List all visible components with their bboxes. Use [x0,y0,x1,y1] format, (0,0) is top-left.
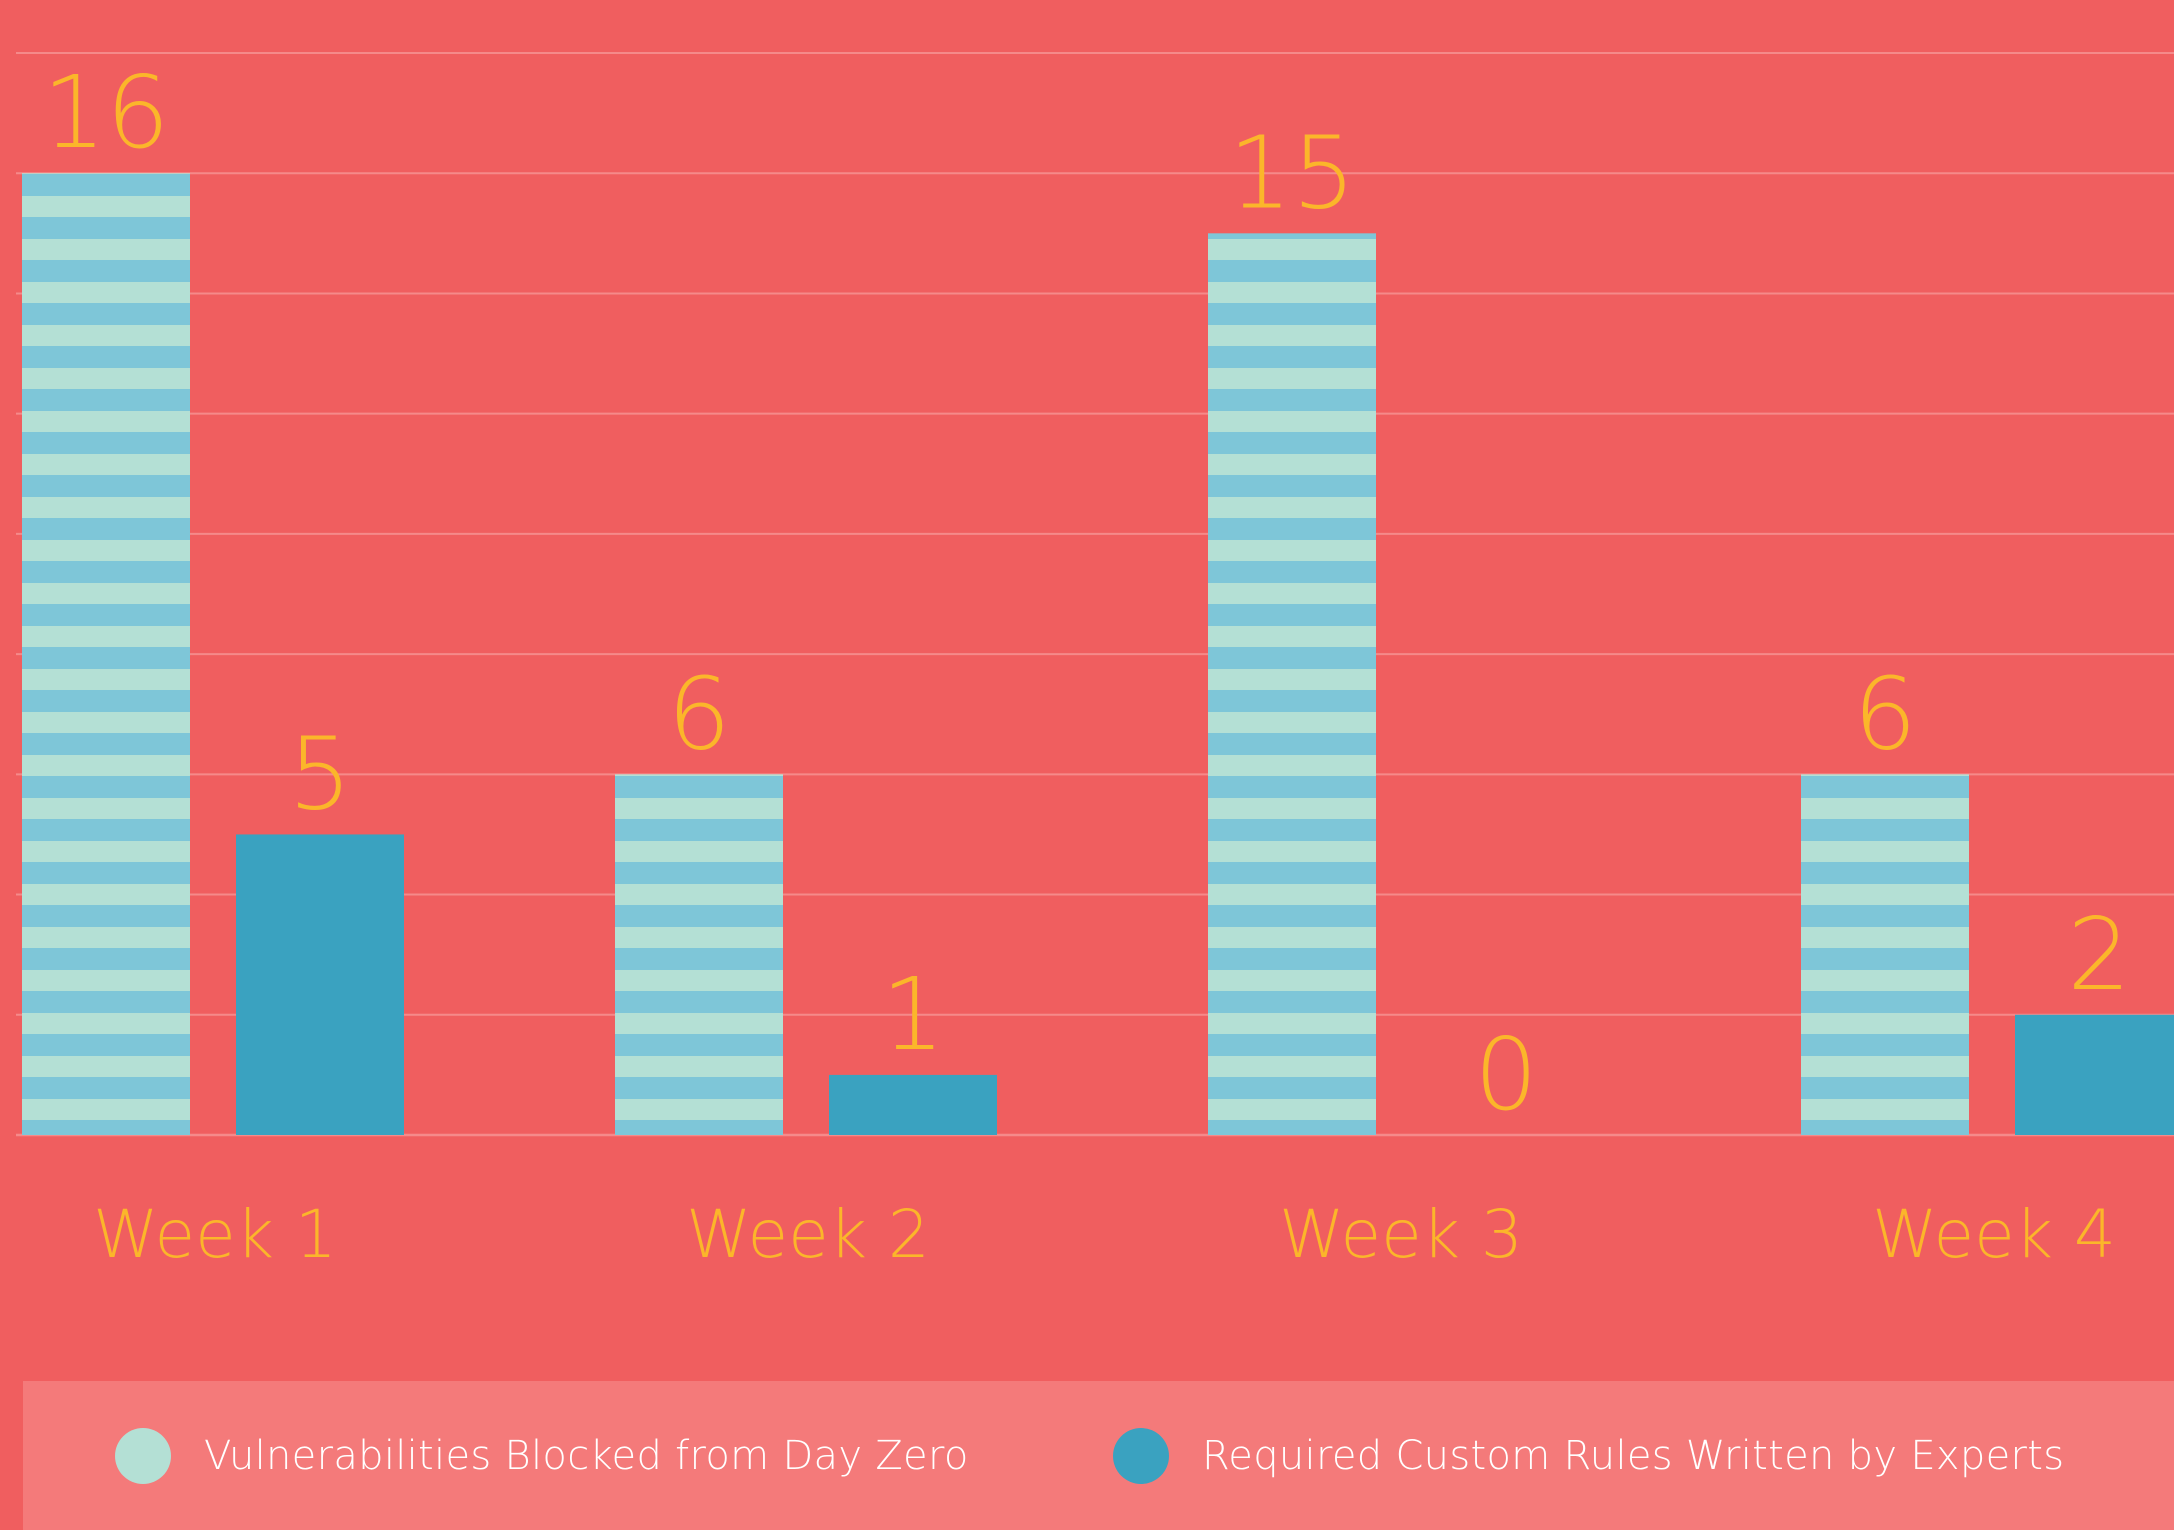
bar-series-1-3 [1208,233,1376,1136]
legend-label-series-1: Vulnerabilities Blocked from Day Zero [204,1432,969,1479]
data-label-series-2-3: 0 [1474,1016,1538,1133]
x-axis-labels: Week 1 Week 2 Week 3 Week 4 [93,1196,2116,1273]
data-label-series-1-4: 6 [1853,655,1917,772]
legend-label-series-2: Required Custom Rules Written by Experts [1202,1432,2065,1479]
bar-series-1-2 [615,774,783,1135]
x-tick-label-1: Week 1 [93,1196,337,1273]
data-label-series-1-2: 6 [667,655,731,772]
legend-item-series-2: Required Custom Rules Written by Experts [1113,1381,2064,1530]
legend: Vulnerabilities Blocked from Day Zero Re… [23,1381,2174,1530]
light-teal-circle-icon [115,1427,171,1484]
x-tick-label-3: Week 3 [1279,1196,1523,1273]
data-label-series-2-4: 2 [2067,896,2131,1013]
x-tick-label-2: Week 2 [686,1196,930,1273]
bar-series-2-1 [236,834,404,1135]
data-label-series-1-3: 15 [1228,114,1355,231]
bar-series-1-4 [1801,774,1969,1135]
data-label-series-2-1: 5 [288,715,352,832]
legend-item-series-1: Vulnerabilities Blocked from Day Zero [115,1381,969,1530]
data-label-series-2-2: 1 [881,956,945,1073]
bar-series-2-2 [829,1074,997,1135]
bar-series-1-1 [22,173,190,1135]
bar-series-2-4 [2015,1014,2174,1135]
bar-chart: 16 5 6 1 15 0 6 2 Week 1 Week 2 Week 3 Week 4 [16,52,2174,1273]
x-tick-label-4: Week 4 [1872,1196,2116,1273]
data-labels: 16 5 6 1 15 0 6 2 [42,54,2130,1133]
teal-circle-icon [1113,1427,1169,1484]
data-label-series-1-1: 16 [42,54,169,171]
bars [22,173,2174,1136]
